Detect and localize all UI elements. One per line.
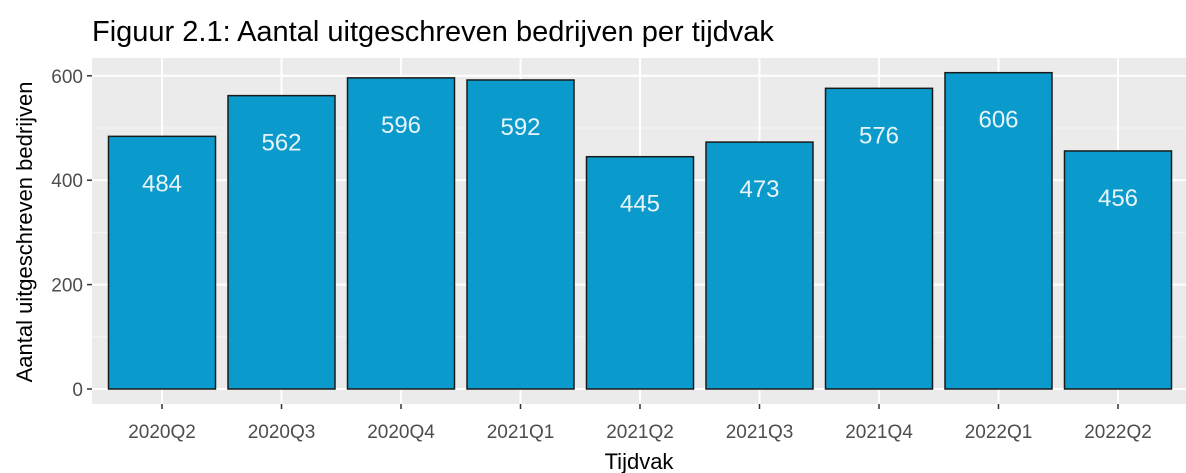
bars	[107, 71, 1173, 390]
bar-2021Q3	[705, 141, 814, 390]
bar-value-label: 596	[381, 112, 421, 139]
x-axis: 2020Q2 2020Q3 2020Q4 2021Q1 2021Q2 2021Q3 2021…	[128, 404, 1152, 443]
bar-2020Q4	[346, 77, 456, 390]
x-tick-label: 2020Q3	[248, 422, 316, 443]
x-tick-label: 2020Q2	[128, 422, 196, 443]
bar-2020Q3	[227, 94, 336, 390]
x-tick-label: 2022Q1	[965, 422, 1033, 443]
bar-2022Q1	[944, 71, 1053, 390]
bar-value-label: 576	[859, 122, 899, 149]
bar-value-label: 606	[978, 107, 1018, 134]
bar-2021Q2	[585, 155, 695, 390]
bar-value-label: 484	[142, 170, 182, 197]
x-tick-label: 2021Q1	[487, 422, 555, 443]
x-tick-label: 2022Q2	[1084, 422, 1152, 443]
bar-2021Q4	[824, 87, 934, 390]
y-tick-label: 400	[51, 171, 83, 192]
bar-value-label: 445	[620, 191, 660, 218]
y-axis: 0 200 400 600	[51, 67, 92, 401]
y-tick-label: 0	[72, 380, 83, 401]
bar-value-label: 473	[739, 176, 779, 203]
chart-title: Figuur 2.1: Aantal uitgeschreven bedrijv…	[92, 16, 774, 48]
x-axis-title: Tijdvak	[605, 449, 675, 473]
bar-value-label: 592	[500, 114, 540, 141]
bar-value-label: 456	[1098, 185, 1138, 212]
x-tick-label: 2020Q4	[367, 422, 435, 443]
bar-2022Q2	[1063, 150, 1173, 390]
x-tick-label: 2021Q3	[726, 422, 794, 443]
y-tick-label: 200	[51, 276, 83, 297]
y-tick-label: 600	[51, 67, 83, 88]
bar-2021Q1	[466, 79, 575, 390]
y-axis-title: Aantal uitgeschreven bedrijven	[12, 82, 37, 383]
bar-2020Q2	[107, 135, 217, 390]
bar-value-labels: 484 562 596 592 445 473 576 606 456	[142, 107, 1138, 218]
x-tick-label: 2021Q4	[845, 422, 913, 443]
x-tick-label: 2021Q2	[606, 422, 674, 443]
bar-value-label: 562	[261, 130, 301, 157]
